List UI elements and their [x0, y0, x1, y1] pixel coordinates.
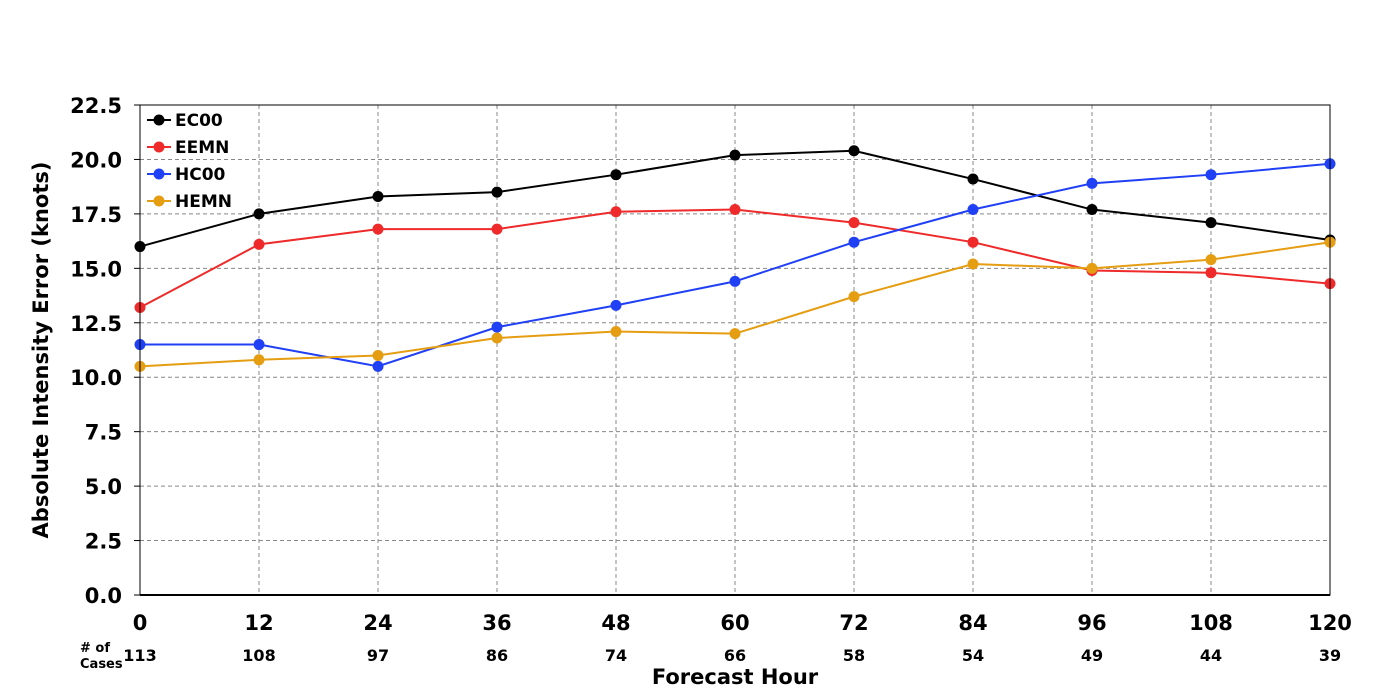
y-tick-label: 22.5: [70, 94, 122, 118]
data-point-eemn: [372, 223, 384, 235]
data-point-hemn: [253, 354, 265, 366]
data-point-hc00: [1086, 177, 1098, 189]
y-tick-label: 2.5: [85, 530, 122, 554]
data-point-ec00: [848, 145, 860, 157]
case-count: 108: [242, 646, 275, 665]
data-point-ec00: [729, 149, 741, 161]
data-point-ec00: [1086, 204, 1098, 216]
y-axis-label: Absolute Intensity Error (knots): [29, 162, 53, 539]
data-point-hc00: [1205, 169, 1217, 181]
data-point-hc00: [848, 236, 860, 248]
data-point-hemn: [848, 291, 860, 303]
data-point-eemn: [1205, 267, 1217, 279]
case-count: 44: [1200, 646, 1222, 665]
data-point-hc00: [372, 360, 384, 372]
y-tick-label: 17.5: [70, 203, 122, 227]
legend: EC00 EEMN HC00 HEMN: [147, 111, 232, 212]
data-point-eemn: [967, 236, 979, 248]
case-count: 86: [486, 646, 508, 665]
x-tick-labels: 0 12 24 36 48 60 72 84 96 108 120: [133, 611, 1352, 635]
x-tick-label: 96: [1077, 611, 1106, 635]
legend-label-hemn: HEMN: [175, 192, 232, 212]
cases-label-line1: # of: [80, 641, 110, 656]
legend-label-hc00: HC00: [175, 165, 226, 185]
data-point-eemn: [610, 206, 622, 218]
legend-marker-ec00: [153, 114, 165, 126]
data-point-hemn: [491, 332, 503, 344]
x-tick-label: 12: [244, 611, 273, 635]
data-point-eemn: [848, 217, 860, 229]
x-axis-label: Forecast Hour: [652, 665, 819, 689]
data-point-ec00: [372, 190, 384, 202]
case-count: 97: [367, 646, 389, 665]
case-count: 74: [605, 646, 627, 665]
case-count: 39: [1319, 646, 1341, 665]
y-tick-label: 10.0: [70, 366, 122, 390]
series-group: [134, 145, 1336, 372]
y-tick-label: 20.0: [70, 148, 122, 172]
case-count: 49: [1081, 646, 1103, 665]
cases-label-line2: Cases: [80, 657, 123, 672]
legend-marker-hc00: [153, 168, 165, 180]
x-tick-label: 24: [363, 611, 392, 635]
legend-marker-hemn: [153, 195, 165, 207]
y-tick-label: 0.0: [85, 584, 122, 608]
case-count: 66: [724, 646, 746, 665]
y-tick-label: 7.5: [85, 421, 122, 445]
data-point-hc00: [253, 339, 265, 351]
data-point-eemn: [729, 204, 741, 216]
data-point-hc00: [729, 275, 741, 287]
data-point-eemn: [491, 223, 503, 235]
data-point-hemn: [1086, 262, 1098, 274]
x-tick-label: 72: [839, 611, 868, 635]
data-point-hemn: [372, 349, 384, 361]
data-point-ec00: [253, 208, 265, 220]
x-tick-label: 36: [482, 611, 511, 635]
data-point-eemn: [253, 238, 265, 250]
data-point-hemn: [610, 325, 622, 337]
data-point-hc00: [491, 321, 503, 333]
x-tick-label: 84: [958, 611, 987, 635]
legend-label-ec00: EC00: [175, 111, 223, 131]
case-count: 113: [123, 646, 156, 665]
data-point-ec00: [491, 186, 503, 198]
data-point-hemn: [967, 258, 979, 270]
y-tick-label: 15.0: [70, 257, 122, 281]
y-tick-labels: 0.0 2.5 5.0 7.5 10.0 12.5 15.0 17.5 20.0 22.5: [70, 94, 122, 608]
data-point-ec00: [610, 169, 622, 181]
y-tick-label: 12.5: [70, 312, 122, 336]
case-count: 54: [962, 646, 984, 665]
y-tick-label: 5.0: [85, 475, 122, 499]
legend-label-eemn: EEMN: [175, 138, 229, 158]
legend-marker-eemn: [153, 141, 165, 153]
x-tick-label: 120: [1308, 611, 1352, 635]
data-point-ec00: [1205, 217, 1217, 229]
data-point-hemn: [729, 328, 741, 340]
data-point-hc00: [967, 204, 979, 216]
case-count: 58: [843, 646, 865, 665]
x-tick-label: 108: [1189, 611, 1233, 635]
data-point-hemn: [1205, 254, 1217, 266]
x-tick-label: 60: [720, 611, 749, 635]
x-tick-label: 48: [601, 611, 630, 635]
case-counts: 113 108 97 86 74 66 58 54 49 44 39: [123, 646, 1341, 665]
x-tick-label: 0: [133, 611, 148, 635]
data-point-ec00: [967, 173, 979, 185]
data-point-hc00: [610, 299, 622, 311]
